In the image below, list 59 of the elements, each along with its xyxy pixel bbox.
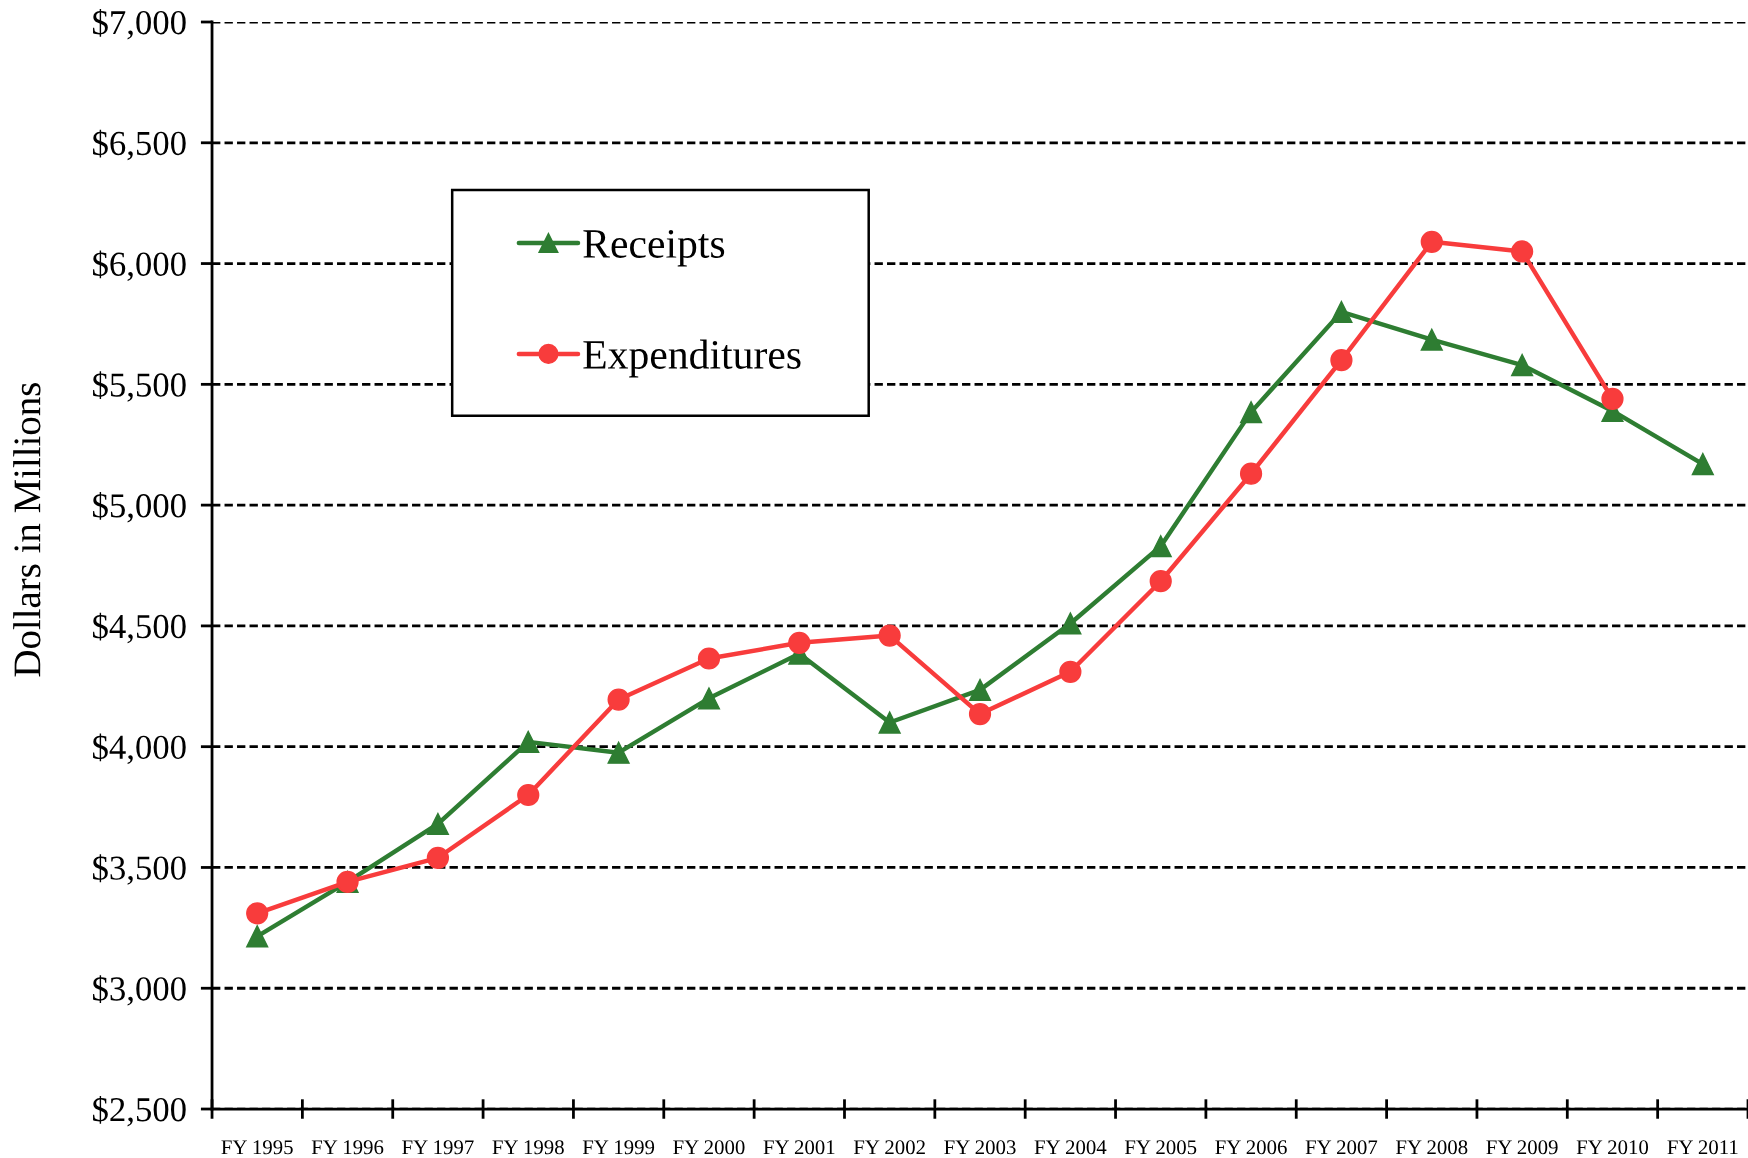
point [878, 624, 901, 647]
point [1059, 660, 1082, 683]
y-tick-label: $4,500 [93, 612, 186, 644]
point [1601, 387, 1624, 410]
y-tick-label: $3,000 [93, 975, 186, 1006]
legend-label: Receipts [583, 229, 725, 267]
point [1330, 349, 1353, 372]
x-tick-label: FY 2007 [1305, 1140, 1378, 1155]
point [1691, 452, 1714, 476]
point [968, 678, 992, 702]
x-tick-label: FY 2000 [673, 1140, 745, 1155]
x-tick-label: FY 1996 [311, 1140, 384, 1155]
point [426, 846, 450, 869]
y-tick-label: $3,500 [93, 854, 186, 885]
x-tick-label: FY 1999 [582, 1140, 655, 1155]
point [1239, 462, 1263, 485]
y-tick-label: $5,000 [93, 492, 186, 523]
y-tick-label: $2,500 [93, 1095, 186, 1127]
point [517, 783, 540, 807]
y-axis-title: Dollars in Millions [13, 383, 41, 677]
point [788, 631, 811, 654]
x-tick-label: FY 1998 [492, 1140, 564, 1155]
point [697, 647, 721, 670]
point [1330, 300, 1353, 323]
point [607, 688, 630, 711]
point [1420, 230, 1443, 253]
y-tick-label: $7,000 [93, 8, 186, 40]
x-tick-label: FY 2005 [1124, 1140, 1197, 1155]
point [1511, 240, 1534, 263]
x-tick-label: FY 2006 [1215, 1140, 1287, 1155]
x-tick-label: FY 2011 [1667, 1140, 1738, 1155]
point [246, 902, 269, 925]
point [1511, 353, 1534, 377]
point [246, 925, 269, 948]
point [1239, 401, 1263, 424]
point [607, 741, 630, 764]
point [1149, 570, 1172, 593]
y-tick-label: $6,500 [93, 129, 186, 161]
point [1149, 535, 1172, 558]
y-tick-label: $6,000 [93, 250, 186, 281]
x-tick-label: FY 2004 [1034, 1140, 1107, 1155]
x-tick-label: FY 2008 [1396, 1140, 1468, 1155]
y-tick-label: $4,000 [93, 733, 186, 765]
x-tick-label: FY 2002 [853, 1140, 925, 1155]
x-tick-label: FY 2010 [1576, 1140, 1649, 1155]
y-tick-label: $5,500 [93, 371, 186, 402]
point [878, 711, 901, 734]
x-tick-label: FY 2003 [944, 1140, 1016, 1155]
point [426, 812, 450, 836]
legend-label: Expenditures [583, 339, 801, 378]
point [968, 702, 992, 726]
x-tick-label: FY 1997 [402, 1140, 474, 1155]
point [1059, 612, 1082, 635]
point [517, 730, 540, 753]
x-tick-label: FY 2009 [1486, 1140, 1558, 1155]
x-tick-label: FY 2001 [763, 1140, 835, 1155]
x-tick-label: FY 1995 [221, 1140, 293, 1155]
point [1420, 328, 1443, 351]
point [697, 687, 721, 710]
